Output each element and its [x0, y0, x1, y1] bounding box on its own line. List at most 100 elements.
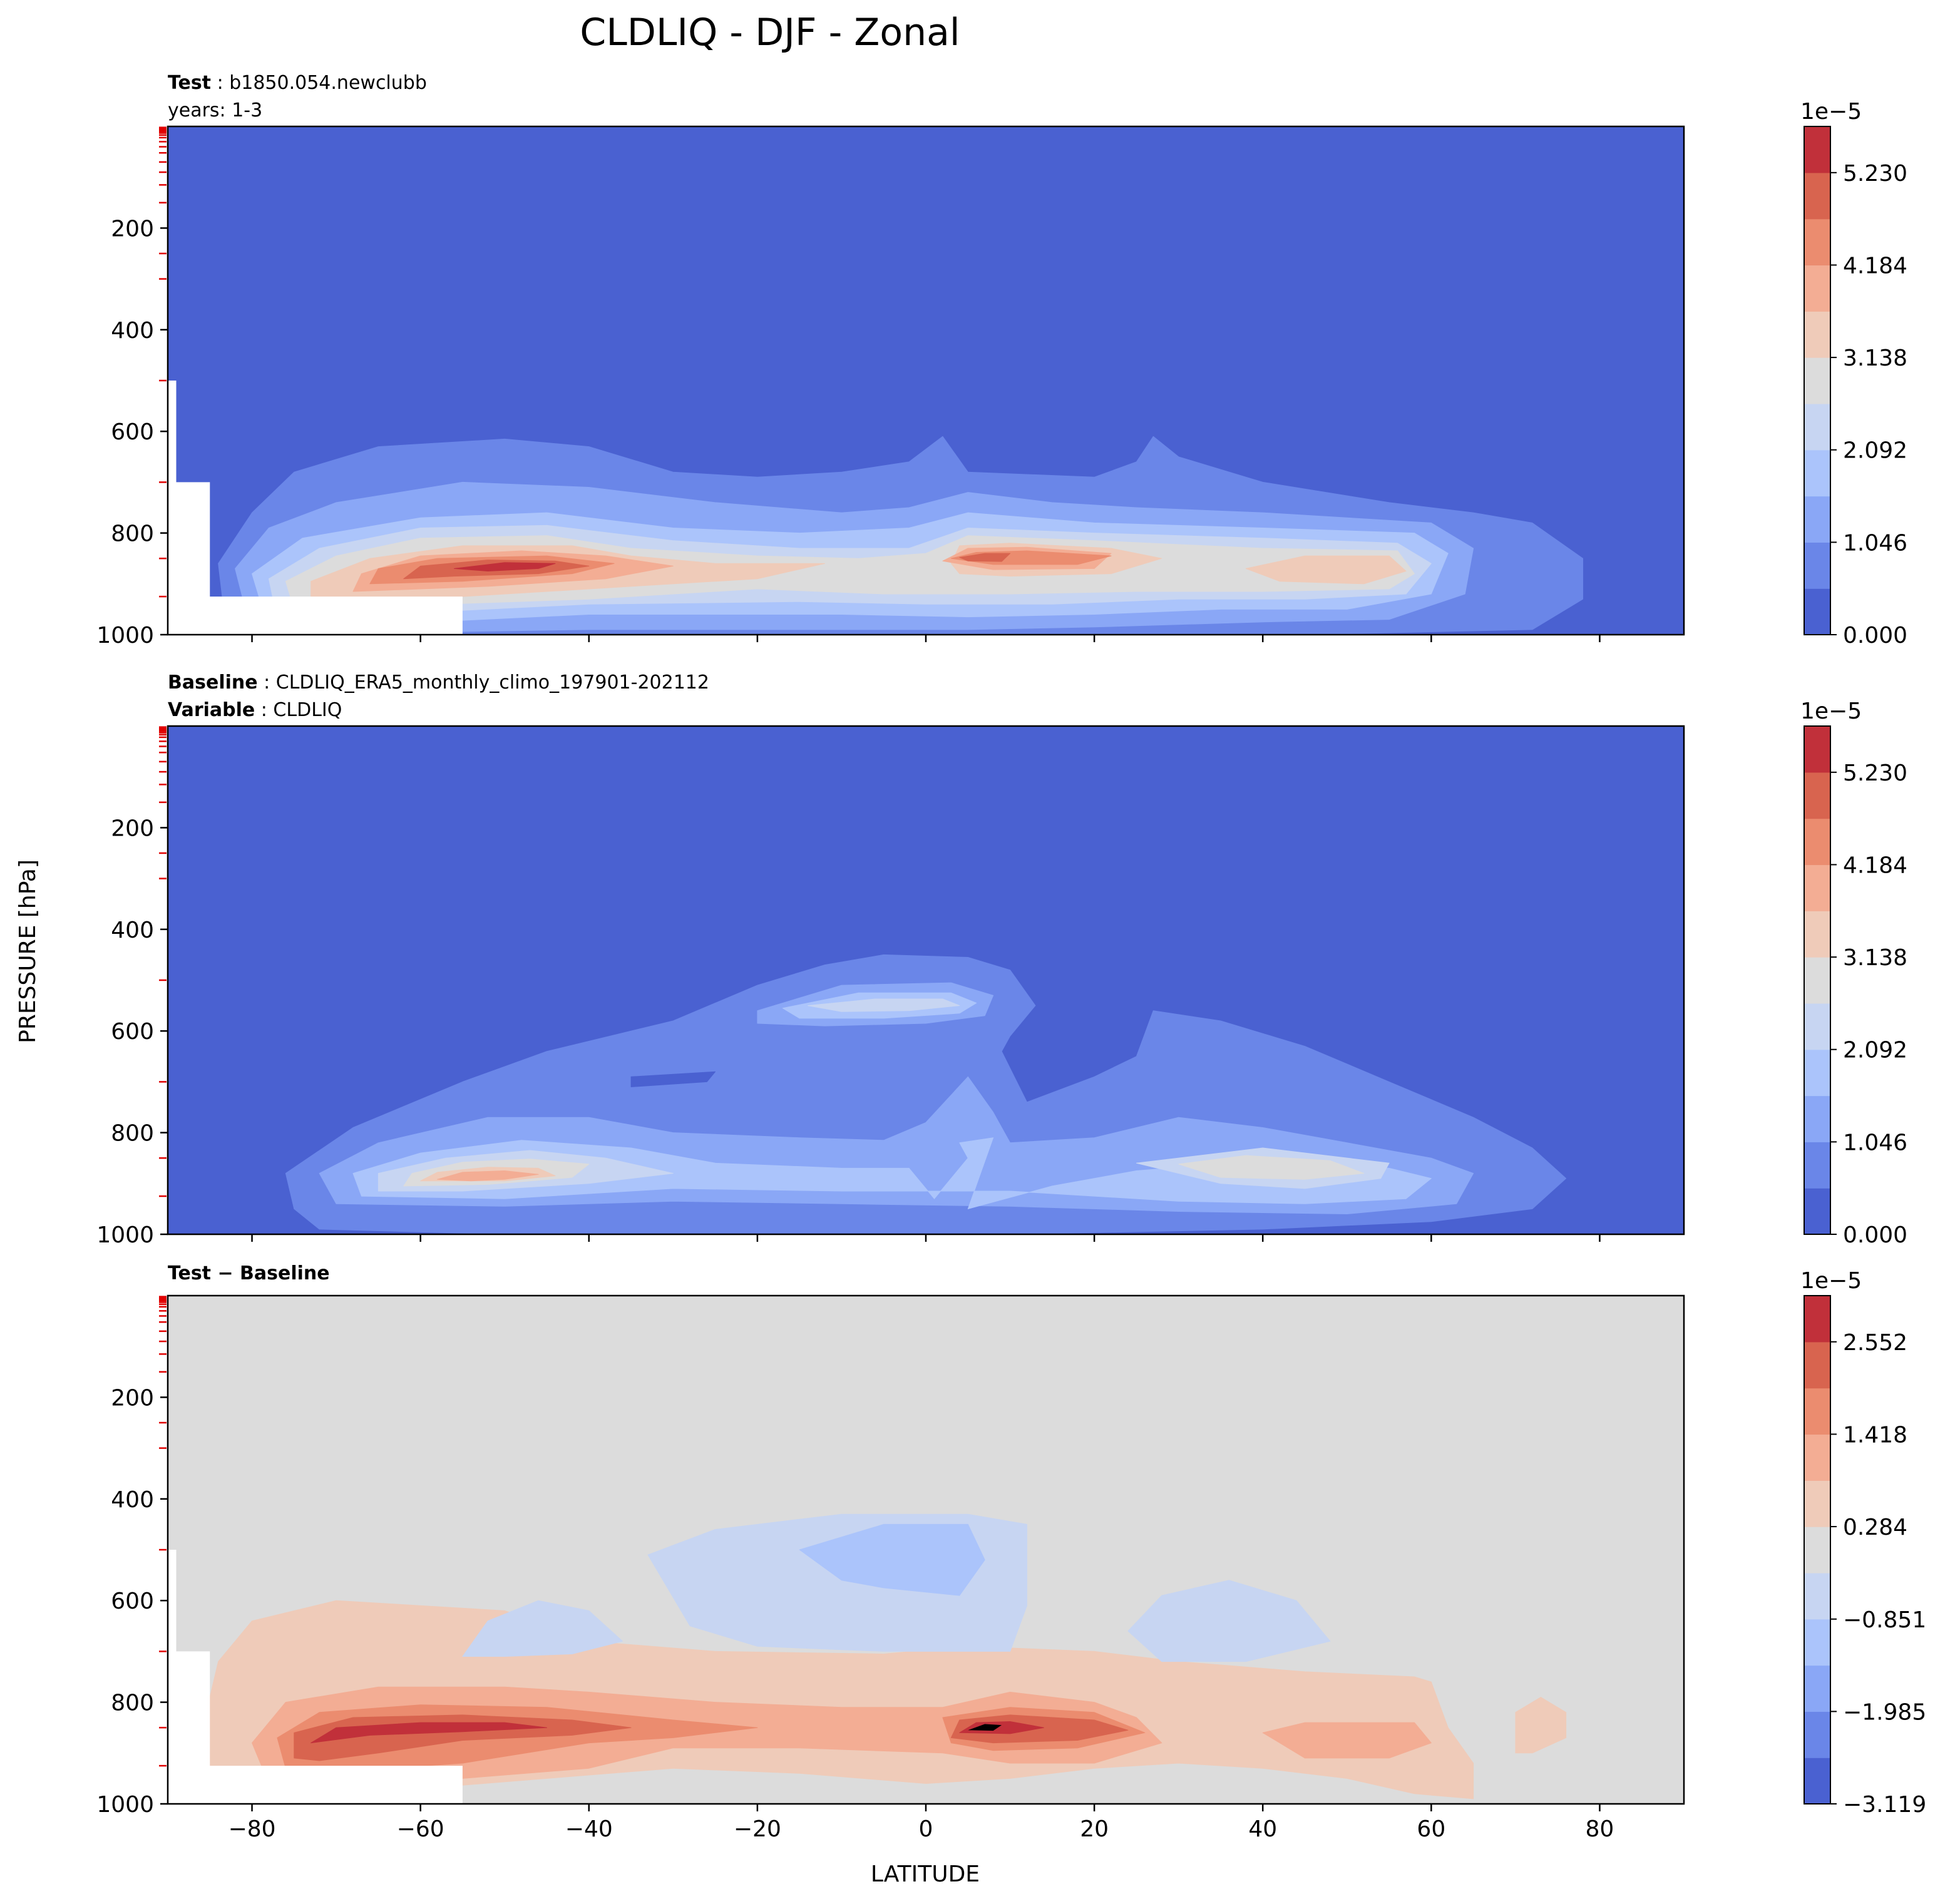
colorbar-tick-label: −3.119 [1843, 1792, 1926, 1818]
colorbar-segment [1804, 1341, 1830, 1389]
y-tick-label: 400 [111, 918, 154, 943]
colorbar-segment [1804, 818, 1830, 866]
panel-header-text: : CLDLIQ [255, 699, 342, 721]
colorbar-frame [1804, 126, 1831, 635]
panel-header-bold: Test − Baseline [168, 1262, 330, 1284]
y-tick-label: 200 [111, 816, 154, 841]
colorbar-exponent: 1e−5 [1800, 99, 1862, 125]
y-tick-label: 600 [111, 419, 154, 445]
colorbar-segment [1804, 542, 1830, 589]
colorbar-tick-label: 2.092 [1843, 1038, 1907, 1063]
y-axis-label: PRESSURE [hPa] [15, 859, 41, 1043]
colorbar-segment [1804, 265, 1830, 312]
colorbar-exponent: 1e−5 [1800, 1268, 1862, 1294]
colorbar-segment [1804, 449, 1830, 497]
colorbar: 1e−5 5.230 4.184 3.138 2.092 1.046 0.000 [1800, 699, 1907, 1248]
panel-header-bold: Baseline [168, 672, 258, 694]
panel-test: Test : b1850.054.newclubb years: 1-3 200 40… [96, 72, 1907, 648]
y-tick-label: 800 [111, 1691, 154, 1716]
colorbar-segment [1804, 588, 1830, 635]
colorbar-segment [1804, 1527, 1830, 1574]
x-tick-label: −40 [565, 1816, 613, 1842]
missing-data-region [168, 1550, 463, 1804]
panel-header-line: Test − Baseline [168, 1262, 330, 1284]
colorbar-tick-label: 0.000 [1843, 1222, 1907, 1248]
y-tick-label: 800 [111, 1121, 154, 1147]
colorbar-tick-label: 3.138 [1843, 346, 1907, 371]
colorbar-tick-label: 0.284 [1843, 1515, 1907, 1540]
y-tick-label: 1000 [96, 1792, 154, 1818]
y-tick-label: 800 [111, 521, 154, 547]
x-tick-label: 0 [919, 1816, 933, 1842]
colorbar-tick-label: 5.230 [1843, 760, 1907, 786]
colorbar-exponent: 1e−5 [1800, 699, 1862, 724]
colorbar-segment [1804, 1049, 1830, 1097]
colorbar-tick-label: 0.000 [1843, 623, 1907, 648]
colorbar-segment [1804, 496, 1830, 543]
colorbar-tick-label: 2.092 [1843, 438, 1907, 464]
colorbar-tick-label: 5.230 [1843, 161, 1907, 187]
colorbar-tick-label: 4.184 [1843, 852, 1907, 878]
figure-title: CLDLIQ - DJF - Zonal [580, 11, 960, 54]
colorbar-segment [1804, 1095, 1830, 1142]
x-tick-label: −60 [397, 1816, 444, 1842]
colorbar-segment [1804, 1572, 1830, 1620]
contour-level-6 [1245, 555, 1407, 585]
colorbar-segment [1804, 1619, 1830, 1666]
colorbar-tick-label: 4.184 [1843, 253, 1907, 279]
x-tick-label: 60 [1417, 1816, 1445, 1842]
y-tick-label: 400 [111, 318, 154, 344]
contour-level-7 [437, 1170, 539, 1182]
colorbar-segment [1804, 1003, 1830, 1050]
x-tick-label: 40 [1248, 1816, 1277, 1842]
colorbar-segment [1804, 218, 1830, 266]
x-tick-label: −80 [228, 1816, 276, 1842]
colorbar-tick-label: −1.985 [1843, 1699, 1926, 1725]
colorbar-tick-label: −0.851 [1843, 1607, 1926, 1633]
colorbar-segment [1804, 1665, 1830, 1712]
contour-level-0 [630, 1071, 716, 1087]
x-tick-label: 80 [1586, 1816, 1614, 1842]
panel-baseline: Baseline : CLDLIQ_ERA5_monthly_climo_197… [96, 672, 1907, 1248]
contour-level-4 [1127, 1580, 1331, 1662]
panel-header-line: Baseline : CLDLIQ_ERA5_monthly_climo_197… [168, 672, 709, 694]
colorbar-segment [1804, 1711, 1830, 1758]
panel-header-line: years: 1-3 [168, 100, 262, 121]
colorbar-segment [1804, 772, 1830, 819]
plot-area [168, 1296, 1684, 1804]
contour-level-10 [959, 1721, 1044, 1734]
colorbar-segment [1804, 403, 1830, 451]
contour-level-5 [1178, 1155, 1365, 1180]
y-tick-label: 1000 [96, 623, 154, 648]
panel-header-text: : b1850.054.newclubb [211, 72, 427, 94]
contour-level-6 [1515, 1697, 1567, 1754]
y-tick-label: 400 [111, 1487, 154, 1513]
contour-level-4 [808, 998, 960, 1012]
y-tick-label: 600 [111, 1589, 154, 1614]
contour-level-9 [959, 553, 1011, 562]
plot-area [168, 726, 1684, 1234]
x-tick-label: 20 [1080, 1816, 1109, 1842]
missing-data-region [168, 381, 463, 635]
y-tick-label: 1000 [96, 1222, 154, 1248]
colorbar-segment [1804, 726, 1830, 773]
y-tick-label: 200 [111, 216, 154, 242]
colorbar-segment [1804, 1296, 1830, 1343]
colorbar: 1e−5 2.552 1.418 0.284 −0.851 −1.985 −3.119 [1800, 1268, 1926, 1818]
contour-level-4 [462, 1600, 623, 1657]
colorbar-tick-label: 1.418 [1843, 1422, 1907, 1448]
plot-area [168, 126, 1684, 635]
x-axis-label: LATITUDE [871, 1861, 980, 1887]
colorbar-segment [1804, 1388, 1830, 1435]
colorbar-segment [1804, 172, 1830, 220]
colorbar-segment [1804, 311, 1830, 358]
colorbar-segment [1804, 957, 1830, 1004]
colorbar-tick-label: 3.138 [1843, 945, 1907, 971]
colorbar-segment [1804, 1758, 1830, 1804]
y-tick-label: 200 [111, 1385, 154, 1411]
colorbar-segment [1804, 864, 1830, 911]
contour-level-7 [1262, 1722, 1432, 1759]
